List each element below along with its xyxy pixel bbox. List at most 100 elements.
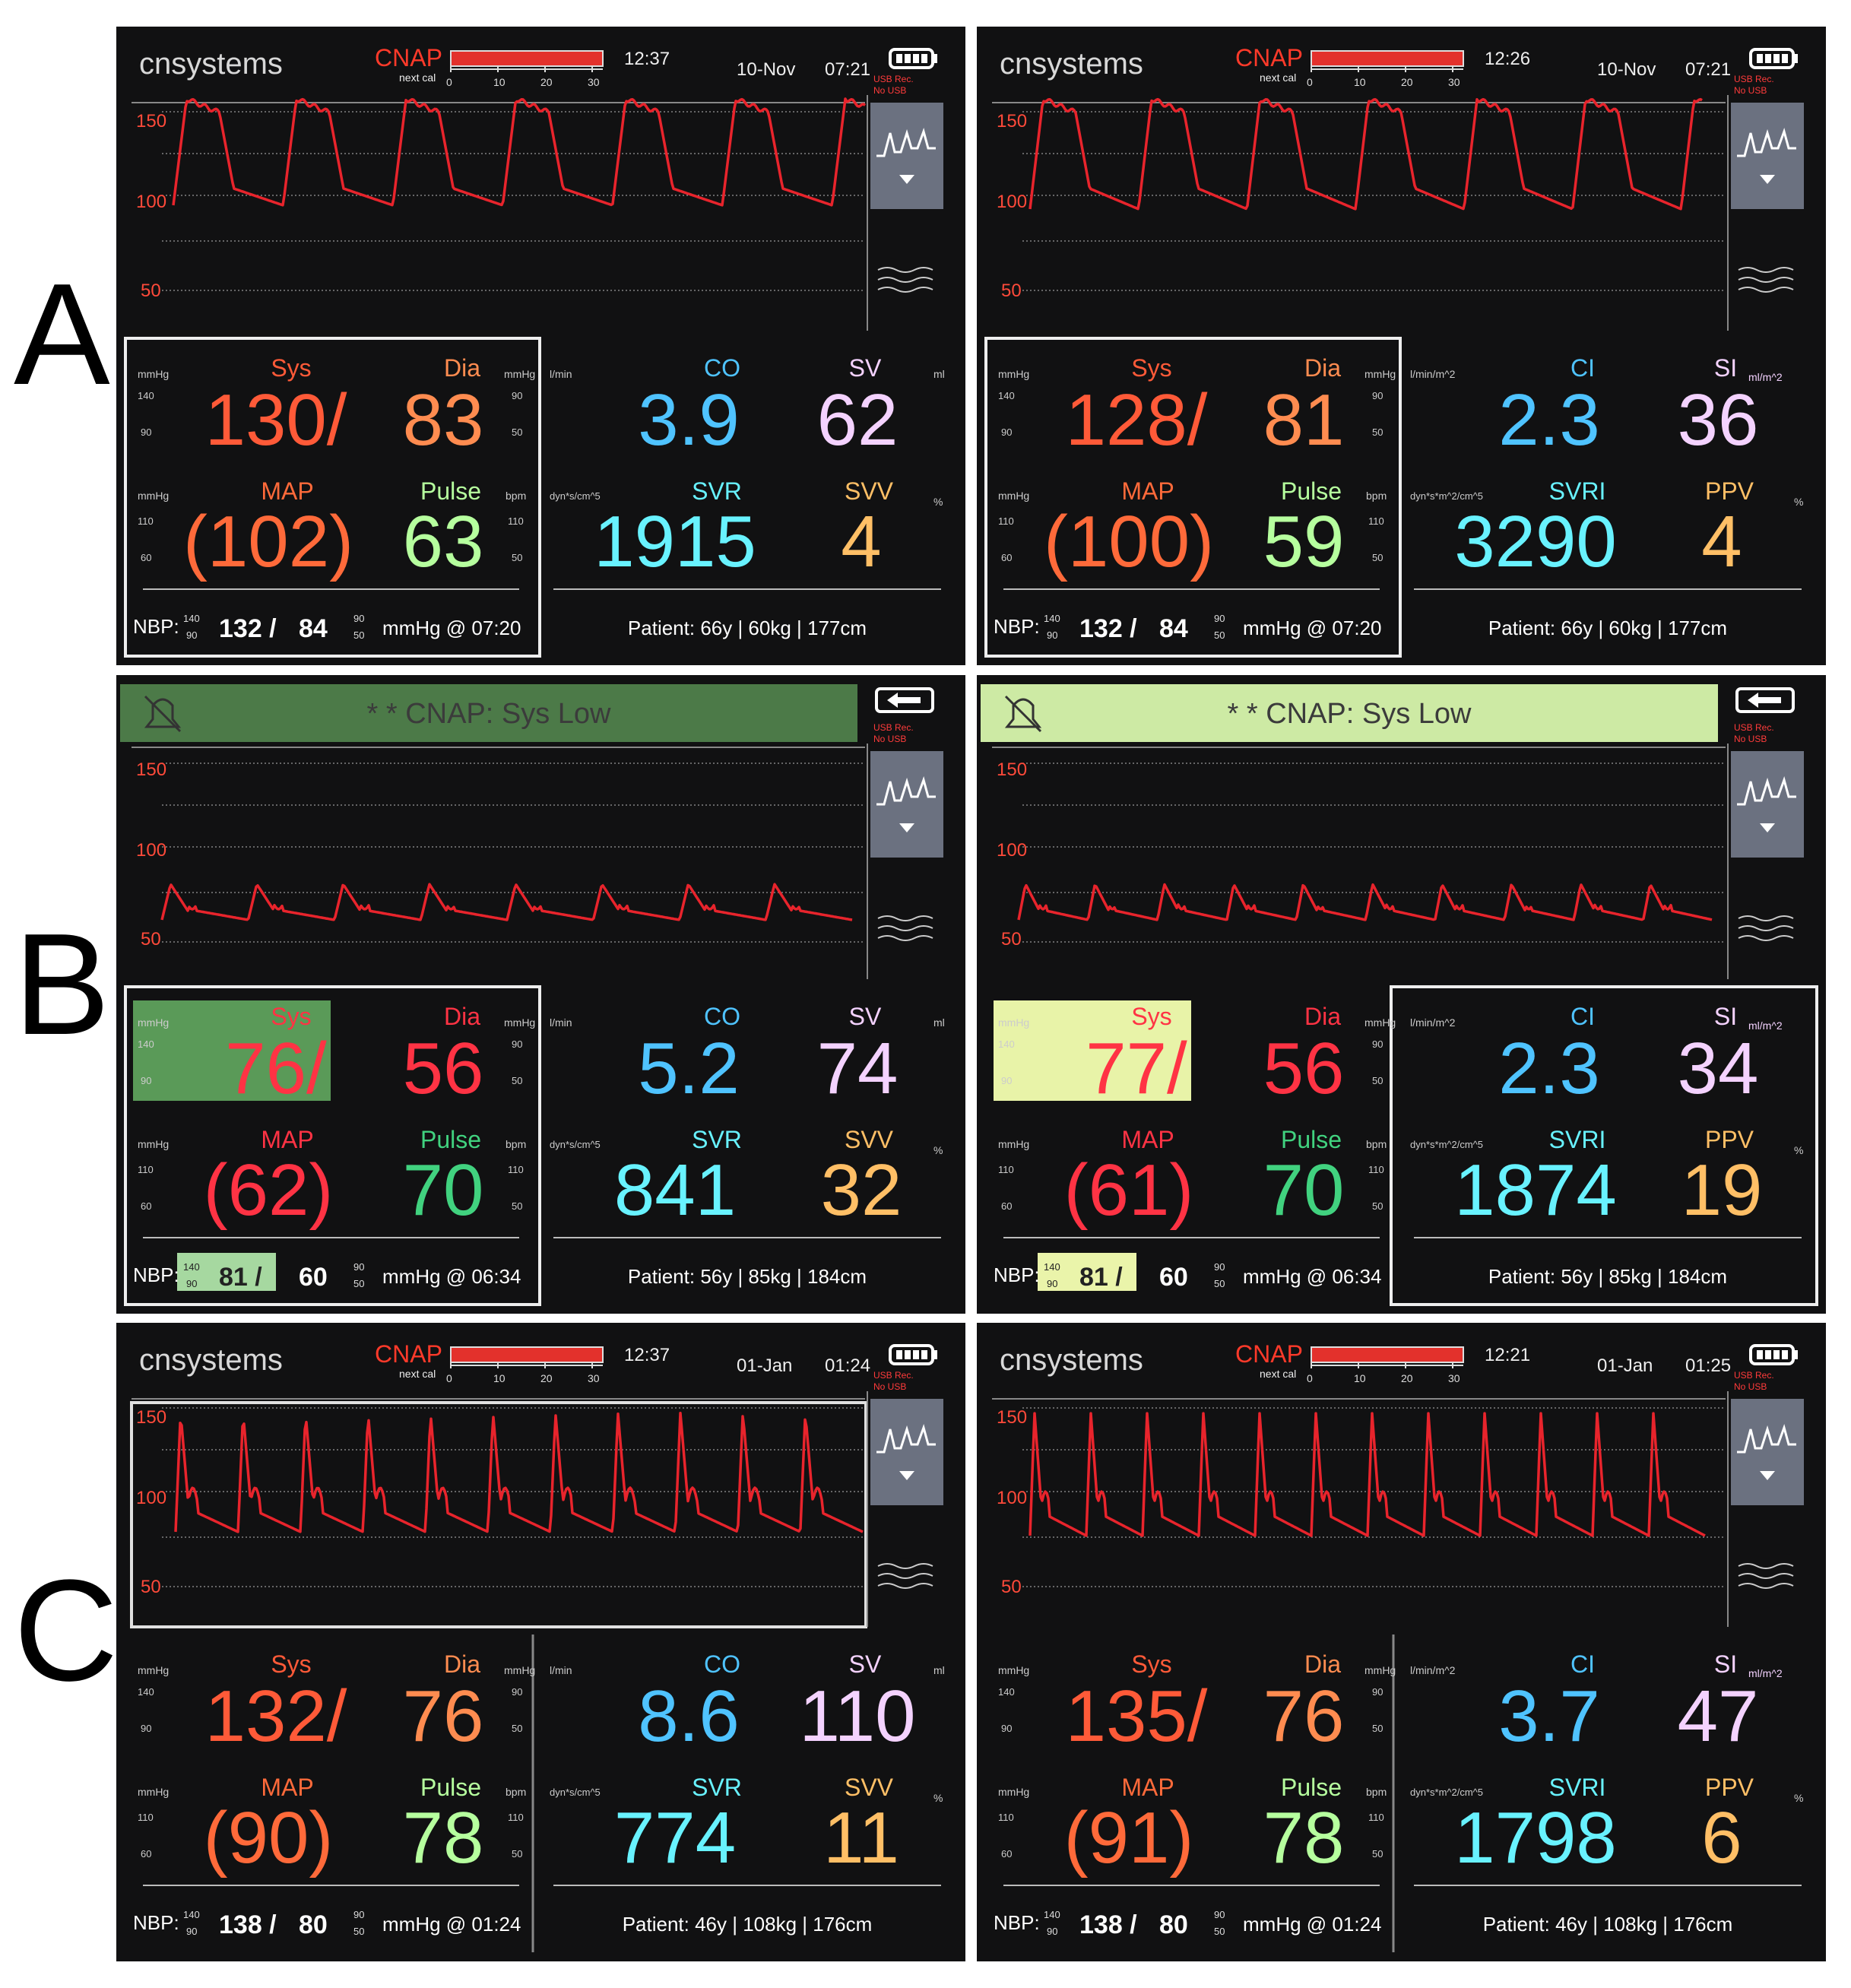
waveform-view-selector[interactable] [870,1399,943,1505]
param2-label: SV [849,1003,882,1030]
unit-bpm: bpm [506,1786,526,1798]
alarm-message: * * CNAP: Sys Low [367,698,612,730]
nbp-dia-value: 84 [1159,614,1188,643]
cal-tick-label: 30 [588,1372,600,1384]
next-cal-label: next cal [1260,71,1296,84]
nbp-label: NBP: [133,1264,179,1286]
axis-label-100: 100 [136,1488,166,1508]
waveform-view-selector[interactable] [1731,103,1804,209]
arterial-pressure-waveform [172,97,867,207]
trend-view-icon[interactable] [1738,1563,1794,1589]
usb-status-label: No USB [1734,734,1767,744]
dia-value: 81 [1263,379,1345,461]
usb-status-label: No USB [1734,1381,1767,1392]
param1-label: CI [1570,354,1595,382]
dia-alarm-low: 50 [512,1075,522,1086]
sys-alarm-high: 140 [138,1686,154,1698]
cal-tick-label: 0 [1307,1372,1313,1384]
arterial-pressure-waveform [1017,883,1713,921]
chevron-down-icon[interactable] [1760,823,1775,832]
waveform-view-selector[interactable] [870,103,943,209]
cal-tick-label: 0 [446,76,452,88]
nbp-sys-value: 132 / [1079,614,1137,643]
pulse-alarm-low: 50 [512,1848,522,1860]
param3-value: 3290 [1454,501,1617,582]
alarm-message: * * CNAP: Sys Low [1228,698,1472,730]
next-cal-label: next cal [1260,1368,1296,1380]
map-value: (100) [1044,501,1214,582]
sys-alarm-high: 140 [138,390,154,401]
calibration-progress-bar [451,51,603,66]
trend-view-icon[interactable] [877,267,933,293]
dia-label: Dia [1304,354,1341,382]
nbp-dia-alarm-low: 50 [1214,1926,1225,1937]
param1-value: 5.2 [638,1028,739,1109]
param4-value: 4 [841,501,881,582]
waveform-view-selector[interactable] [1731,1399,1804,1505]
map-label: MAP [1121,477,1174,505]
sys-value: 77/ [1086,1028,1187,1109]
trend-view-icon[interactable] [877,915,933,941]
unit-bpm: bpm [1366,1138,1387,1150]
sys-value: 128/ [1066,379,1208,461]
trend-view-icon[interactable] [1738,267,1794,293]
chevron-down-icon[interactable] [1760,175,1775,184]
chevron-down-icon[interactable] [899,175,914,184]
row-label-b: B [14,904,110,1065]
param1-value: 3.9 [638,379,739,461]
axis-label-100: 100 [136,840,166,861]
brand-logo: cnsystems [139,47,283,81]
unit-mmhg-dia: mmHg [1364,1016,1396,1029]
alarm-banner[interactable] [981,684,1718,742]
sys-alarm-high: 140 [998,390,1015,401]
dia-value: 76 [403,1676,484,1757]
usb-rec-label: USB Rec. [873,74,914,84]
param4-label: PPV [1705,477,1754,505]
arterial-pressure-waveform [160,883,853,921]
param3-label: SVRI [1549,477,1606,505]
chevron-down-icon[interactable] [1760,1471,1775,1480]
waveform-view-selector[interactable] [1731,751,1804,858]
nbp-sys-value: 81 / [219,1263,262,1292]
trend-view-icon[interactable] [1738,915,1794,941]
nbp-sys-alarm-low: 90 [1047,629,1057,641]
unit-mmhg-dia: mmHg [1364,368,1396,380]
param1-unit: l/min/m^2 [1410,368,1456,380]
sys-alarm-high: 140 [138,1038,154,1050]
nbp-sys-alarm-low: 90 [186,1278,197,1289]
nbp-sys-alarm-low: 90 [186,1926,197,1937]
alarm-banner[interactable] [120,684,857,742]
back-arrow-icon[interactable] [1735,687,1795,713]
dia-alarm-low: 50 [512,426,522,438]
back-arrow-icon[interactable] [875,687,934,713]
date-label: 10-Nov [1597,59,1656,80]
trend-view-icon[interactable] [877,1563,933,1589]
chevron-down-icon[interactable] [899,1471,914,1480]
nbp-timestamp: mmHg @ 01:24 [1243,1913,1381,1936]
nbp-sys-alarm-low: 90 [1047,1278,1057,1289]
nbp-dia-alarm-low: 50 [1214,629,1225,641]
nbp-sys-alarm-high: 140 [1044,613,1060,624]
param2-value: 36 [1678,379,1759,461]
map-label: MAP [261,477,313,505]
dia-label: Dia [1304,1650,1341,1678]
monitor-screen-c-left: cnsystems CNAP next cal 0 10 20 30 12:37 01-Jan 0… [116,1323,965,1961]
param3-label: SVR [692,1774,742,1801]
map-label: MAP [1121,1126,1174,1153]
waveform-view-selector[interactable] [870,751,943,858]
param4-label: PPV [1705,1774,1754,1801]
map-label: MAP [261,1126,313,1153]
monitor-screen-c-right: cnsystems CNAP next cal 0 10 20 30 12:21 01-Jan 0… [977,1323,1826,1961]
alarm-muted-bell-icon[interactable] [144,695,182,733]
arterial-pressure-waveform [1029,1412,1706,1537]
nbp-label: NBP: [994,615,1040,638]
param4-unit: % [1794,496,1803,508]
param4-value: 19 [1681,1149,1763,1231]
alarm-muted-bell-icon[interactable] [1004,695,1042,733]
param2-unit: ml [933,1664,945,1676]
pulse-label: Pulse [420,477,481,505]
row-label-c: C [14,1550,119,1711]
chevron-down-icon[interactable] [899,823,914,832]
dia-value: 56 [1263,1028,1345,1109]
param3-value: 1915 [594,501,756,582]
